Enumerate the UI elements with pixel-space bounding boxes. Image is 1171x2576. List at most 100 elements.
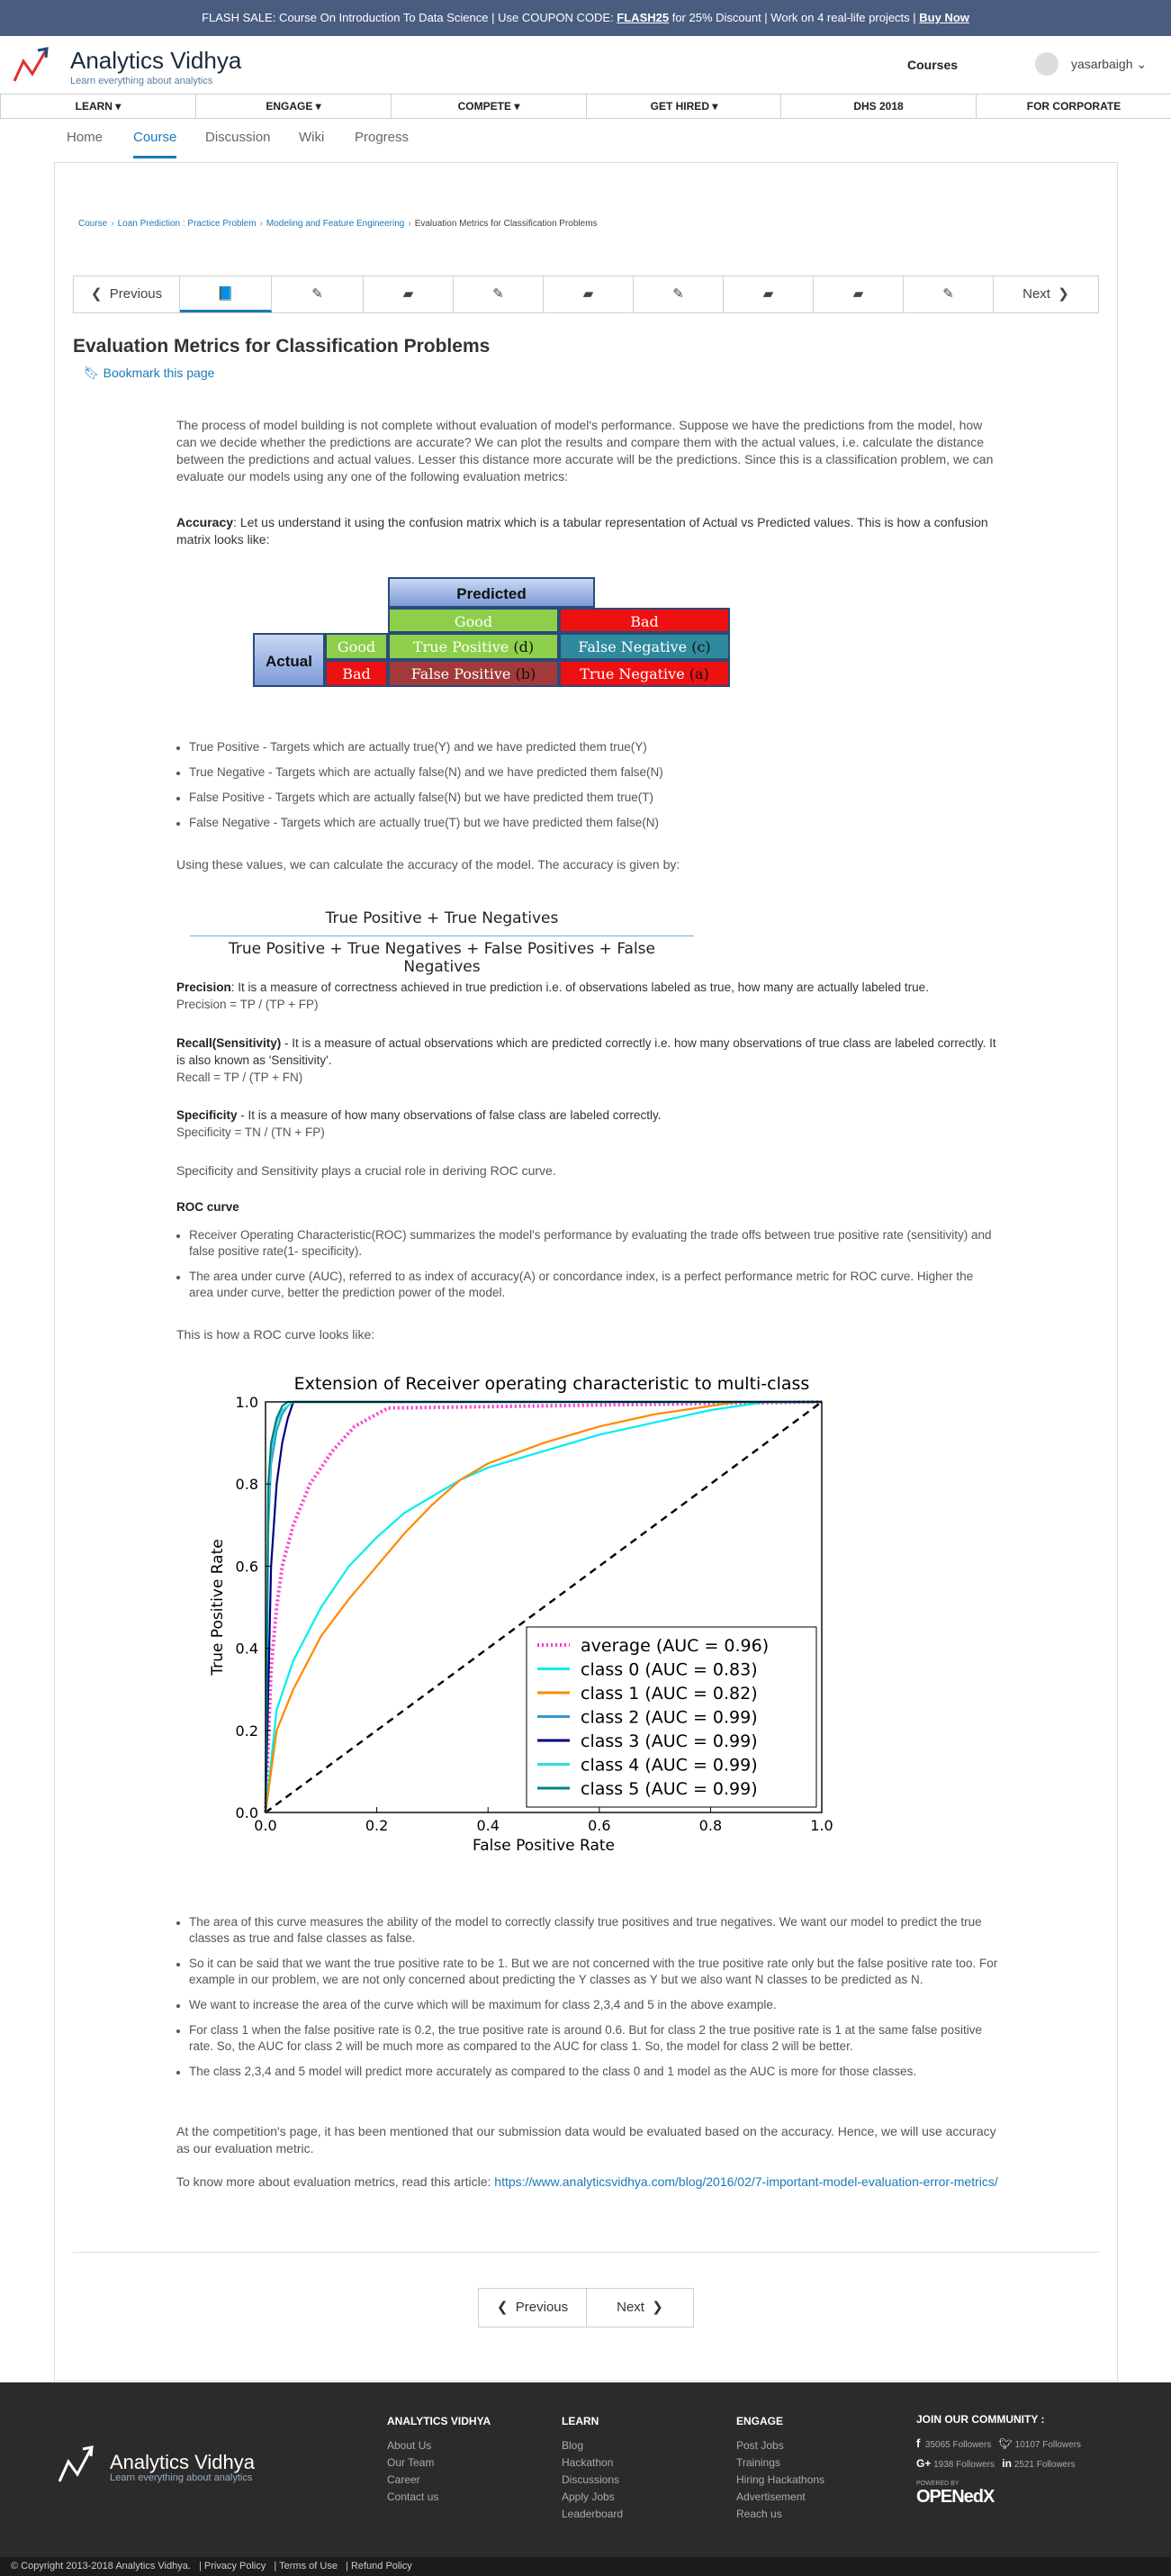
footer-link[interactable]: Leaderboard (562, 2508, 624, 2520)
footer-link[interactable]: Hackathon (562, 2456, 614, 2469)
main-nav-item[interactable]: LEARN ▾ (0, 94, 196, 119)
list-item: False Negative - Targets which are actua… (176, 815, 1000, 831)
footer-link[interactable]: Blog (562, 2439, 584, 2452)
x-tick-label: 0.2 (365, 1817, 388, 1834)
list-item: The area of this curve measures the abil… (176, 1914, 1000, 1947)
brand-tagline: Learn everything about analytics (70, 76, 213, 86)
confusion-matrix: Predicted Good Bad Actual Good Bad True … (199, 577, 730, 699)
courses-link[interactable]: Courses (907, 58, 959, 72)
cell-true-negative: True Negative (a) (559, 660, 730, 687)
roc-heading: ROC curve (176, 1200, 239, 1214)
breadcrumb-item-course[interactable]: Course (78, 219, 108, 229)
intro-paragraph: The process of model building is not com… (176, 418, 994, 484)
google-plus-icon[interactable]: G+ (916, 2457, 932, 2470)
footer-link[interactable]: Trainings (736, 2456, 780, 2469)
edit-icon: ✎ (672, 286, 684, 302)
privacy-policy-link[interactable]: Privacy Policy (203, 2561, 266, 2571)
main-nav-item[interactable]: DHS 2018 (780, 94, 977, 119)
precision-formula: Precision = TP / (TP + FP) (176, 998, 319, 1011)
book-icon: 📘 (217, 286, 234, 302)
formula-denominator: True Positive + True Negatives + False P… (228, 940, 655, 976)
conclusion-paragraph: At the competition's page, it has been m… (176, 2124, 996, 2156)
facebook-icon[interactable]: f (916, 2436, 921, 2450)
y-tick-label: 0.6 (236, 1558, 258, 1575)
buy-now-link[interactable]: Buy Now (919, 11, 969, 24)
accuracy-formula: True Positive + True Negatives True Posi… (190, 906, 694, 976)
y-tick-label: 0.2 (236, 1722, 258, 1740)
footer-brand-name: Analytics Vidhya (110, 2451, 256, 2473)
banner-middle: for 25% Discount | Work on 4 real-life p… (669, 11, 920, 24)
main-nav-item[interactable]: COMPETE ▾ (391, 94, 587, 119)
plot-frame (265, 1401, 823, 1813)
article-link[interactable]: https://www.analyticsvidhya.com/blog/201… (494, 2174, 998, 2189)
cell-false-positive: False Positive (b) (388, 660, 559, 687)
bottom-next-button[interactable]: Next ❯ (617, 2300, 663, 2315)
sequence-next-button[interactable]: Next ❯ (1022, 286, 1069, 302)
y-tick-label: 0.8 (236, 1476, 258, 1493)
breadcrumb-item-loan-prediction[interactable]: Loan Prediction : Practice Problem (117, 219, 257, 229)
recall-section: Recall(Sensitivity) - It is a measure of… (176, 1036, 996, 1084)
logo-icon (13, 47, 49, 82)
promo-banner: FLASH SALE: Course On Introduction To Da… (0, 0, 1171, 36)
sequence-unit-7[interactable]: ▰ (724, 276, 814, 312)
breadcrumb-item-modeling[interactable]: Modeling and Feature Engineering (266, 219, 405, 229)
list-item: True Positive - Targets which are actual… (176, 739, 1000, 755)
sequence-unit-4[interactable]: ✎ (454, 276, 544, 312)
terms-of-use-link[interactable]: Terms of Use (279, 2561, 338, 2571)
site-header: Analytics Vidhya Learn everything about … (0, 36, 1171, 92)
bottom-previous-button[interactable]: ❮ Previous (479, 2289, 587, 2327)
sequence-unit-5[interactable]: ▰ (544, 276, 634, 312)
x-axis-label: False Positive Rate (473, 1837, 615, 1855)
footer-link[interactable]: Career (387, 2473, 420, 2486)
confusion-definitions: True Positive - Targets which are actual… (176, 739, 1000, 840)
actual-header: Actual (253, 633, 325, 687)
tab-progress[interactable]: Progress (355, 130, 410, 145)
main-nav-item[interactable]: FOR CORPORATE (976, 94, 1171, 119)
chart-legend: average (AUC = 0.96) class 0 (AUC = 0.83)… (526, 1626, 817, 1808)
roc-chart: Extension of Receiver operating characte… (209, 1374, 833, 1855)
list-item: For class 1 when the false positive rate… (176, 2022, 1000, 2055)
footer-link[interactable]: Apply Jobs (562, 2490, 615, 2503)
footer-link[interactable]: Our Team (387, 2456, 435, 2469)
main-nav-item[interactable]: ENGAGE ▾ (195, 94, 392, 119)
sequence-unit-8[interactable]: ▰ (814, 276, 904, 312)
legend-label: class 0 (AUC = 0.83) (581, 1660, 758, 1680)
bookmark-button[interactable]: 🔖︎ Bookmark this page (84, 366, 215, 380)
footer-link[interactable]: Advertisement (736, 2490, 806, 2503)
breadcrumb-separator: › (111, 219, 114, 229)
y-tick-label: 0.0 (236, 1804, 258, 1821)
x-tick-label: 0.0 (254, 1817, 276, 1834)
roc-bullets: Receiver Operating Characteristic(ROC) s… (176, 1227, 1000, 1310)
sequence-previous-button[interactable]: ❮ Previous (74, 276, 180, 312)
footer-link[interactable]: Reach us (736, 2508, 782, 2520)
footer-logo[interactable]: Analytics Vidhya Learn everything about … (56, 2442, 290, 2496)
footer-community: JOIN OUR COMMUNITY : f 35065 Followers 🐦… (916, 2413, 1132, 2508)
book-icon: ▰ (582, 286, 594, 302)
main-nav-item[interactable]: GET HIRED ▾ (586, 94, 782, 119)
tab-wiki[interactable]: Wiki (299, 130, 325, 145)
footer-link[interactable]: Contact us (387, 2490, 439, 2503)
main-nav: LEARN ▾ ENGAGE ▾ COMPETE ▾ GET HIRED ▾ DHS 2… (0, 94, 1171, 119)
list-item: So it can be said that we want the true … (176, 1956, 1000, 1988)
brand-logo[interactable]: Analytics Vidhya Learn everything about … (11, 45, 281, 86)
openedx-logo: POWERED BY OPENedX (916, 2481, 995, 2507)
sequence-unit-6[interactable]: ✎ (634, 276, 724, 312)
footer-link[interactable]: Post Jobs (736, 2439, 784, 2452)
sequence-unit-3[interactable]: ▰ (364, 276, 454, 312)
tab-course[interactable]: Course (133, 130, 177, 158)
y-tick-label: 0.4 (236, 1641, 258, 1658)
sequence-unit-2[interactable]: ✎ (272, 276, 364, 312)
footer-link[interactable]: Hiring Hackathons (736, 2473, 825, 2486)
linkedin-icon[interactable]: in (1002, 2457, 1012, 2470)
footer-link[interactable]: Discussions (562, 2473, 620, 2486)
list-item: True Negative - Targets which are actual… (176, 764, 1000, 781)
cell-false-negative: False Negative (c) (559, 633, 730, 660)
sequence-unit-9[interactable]: ✎ (904, 276, 994, 312)
refund-policy-link[interactable]: Refund Policy (350, 2561, 412, 2571)
tab-discussion[interactable]: Discussion (205, 130, 271, 145)
x-tick-label: 0.8 (699, 1817, 722, 1834)
twitter-icon[interactable]: 🐦︎ (998, 2437, 1013, 2450)
sequence-unit-1[interactable]: 📘 (180, 276, 272, 312)
footer-link[interactable]: About Us (387, 2439, 432, 2452)
tab-home[interactable]: Home (67, 130, 104, 145)
